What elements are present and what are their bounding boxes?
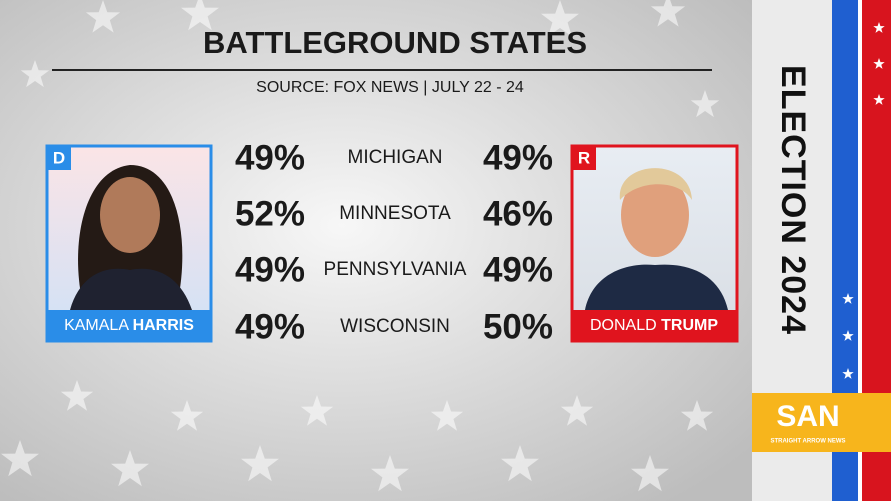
party-letter: D bbox=[53, 148, 65, 167]
right-percent: 50% bbox=[483, 307, 553, 346]
first-name: KAMALA bbox=[64, 317, 129, 334]
state-name: PENNSYLVANIA bbox=[324, 259, 467, 280]
party-letter: R bbox=[578, 148, 590, 167]
results-table: 49% MICHIGAN 49% 52% MINNESOTA 46% 49% PENNSYLV… bbox=[235, 138, 553, 346]
state-name: MINNESOTA bbox=[339, 203, 451, 224]
sidebar-title: ELECTION 2024 bbox=[774, 65, 812, 335]
name-bar bbox=[572, 310, 737, 341]
candidate-card-left: KAMALA HARRIS D bbox=[45, 144, 213, 343]
left-percent: 49% bbox=[235, 138, 305, 177]
candidate-card-right: DONALD TRUMP R bbox=[570, 144, 739, 343]
source: SOURCE: FOX NEWS | JULY 22 - 24 bbox=[256, 79, 524, 96]
logo-box bbox=[752, 393, 891, 452]
right-percent: 46% bbox=[483, 194, 553, 233]
candidate-name: DONALD TRUMP bbox=[590, 317, 718, 334]
photo-face bbox=[621, 173, 689, 257]
first-name: DONALD bbox=[590, 317, 657, 334]
photo-face bbox=[100, 177, 160, 253]
left-percent: 49% bbox=[235, 307, 305, 346]
left-percent: 49% bbox=[235, 250, 305, 289]
title: BATTLEGROUND STATES bbox=[203, 25, 587, 60]
logo-subtitle: STRAIGHT ARROW NEWS bbox=[770, 439, 845, 445]
candidate-name: KAMALA HARRIS bbox=[64, 317, 194, 334]
photo-hair bbox=[619, 168, 692, 200]
party-badge bbox=[572, 146, 596, 170]
last-name: TRUMP bbox=[661, 317, 718, 334]
photo-body bbox=[585, 264, 728, 310]
left-percent: 52% bbox=[235, 194, 305, 233]
right-percent: 49% bbox=[483, 138, 553, 177]
party-badge bbox=[47, 146, 71, 170]
state-name: MICHIGAN bbox=[348, 147, 443, 168]
right-percent: 49% bbox=[483, 250, 553, 289]
photo-body bbox=[70, 268, 192, 310]
logo: SAN bbox=[776, 400, 839, 433]
last-name: HARRIS bbox=[133, 317, 195, 334]
name-bar bbox=[47, 310, 211, 341]
state-name: WISCONSIN bbox=[340, 316, 450, 337]
